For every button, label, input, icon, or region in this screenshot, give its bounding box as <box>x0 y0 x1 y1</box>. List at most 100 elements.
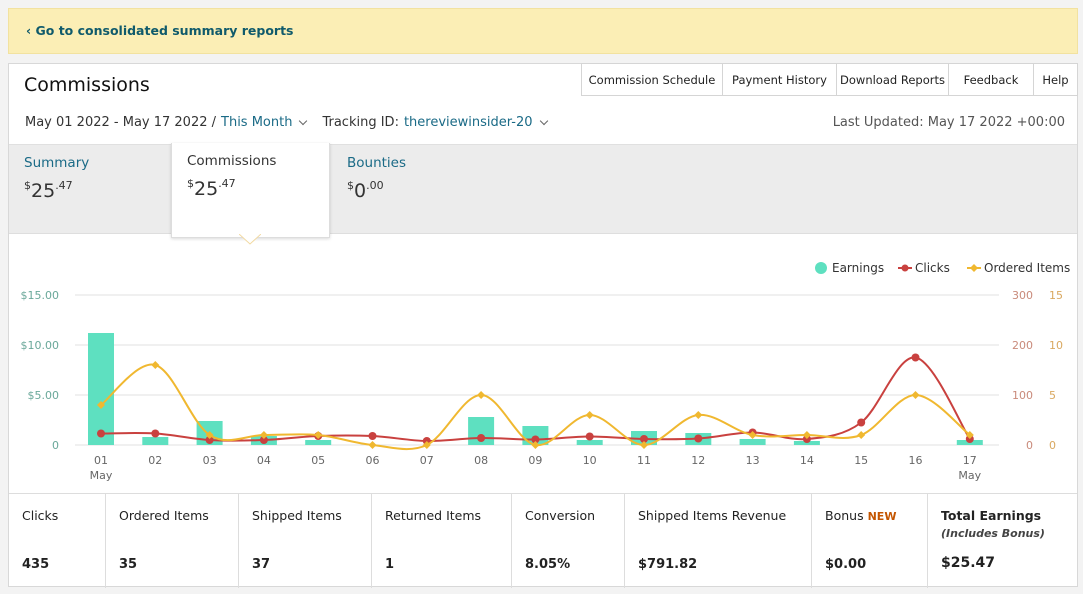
x-axis-tick: 11 <box>637 454 651 467</box>
stat-total-earnings: Total Earnings (Includes Bonus) $25.47 <box>928 494 1077 588</box>
clicks-point <box>531 435 540 444</box>
stat-returned-items-label: Returned Items <box>385 508 482 523</box>
x-axis-tick: 06 <box>366 454 380 467</box>
page-title: Commissions <box>24 74 150 96</box>
earnings-bar <box>305 440 332 445</box>
ordered-items-point <box>477 391 486 399</box>
x-axis-tick: 05 <box>311 454 325 467</box>
right-axis-clicks-tick: 100 <box>1012 389 1033 402</box>
x-axis-tick: 15 <box>854 454 868 467</box>
new-badge: NEW <box>867 510 897 523</box>
nav-help[interactable]: Help <box>1034 63 1078 96</box>
ordered-items-point <box>151 361 160 369</box>
nav-download-reports[interactable]: Download Reports <box>837 63 949 96</box>
stat-shipped-revenue-label: Shipped Items Revenue <box>638 508 787 523</box>
consolidated-reports-link[interactable]: ‹ Go to consolidated summary reports <box>26 23 294 38</box>
stat-returned-items-value: 1 <box>385 557 395 572</box>
x-axis-sublabel: May <box>90 469 113 482</box>
x-axis-tick: 07 <box>420 454 434 467</box>
legend-clicks-icon <box>901 264 909 272</box>
clicks-point <box>205 436 214 444</box>
x-axis-tick: 10 <box>583 454 597 467</box>
nav-payment-history[interactable]: Payment History <box>723 63 837 96</box>
stat-conversion: Conversion 8.05% <box>512 494 625 588</box>
ordered-items-point <box>694 411 703 419</box>
tab-summary-label: Summary <box>24 155 90 171</box>
chevron-down-icon[interactable] <box>539 116 548 126</box>
right-axis-items-tick: 15 <box>1049 289 1063 302</box>
tab-commissions-label: Commissions <box>187 153 277 169</box>
tab-commissions-amount: $25.47 <box>187 177 236 200</box>
stat-ordered-items-value: 35 <box>119 557 138 572</box>
active-tab-pointer <box>239 234 261 245</box>
left-axis-tick: $15.00 <box>21 289 60 302</box>
stat-bonus-label: Bonus NEW <box>825 508 897 523</box>
stat-bonus: Bonus NEW $0.00 <box>812 494 928 588</box>
clicks-point <box>477 434 486 442</box>
nav-feedback[interactable]: Feedback <box>949 63 1034 96</box>
legend-earnings-icon <box>815 262 827 274</box>
right-axis-clicks-tick: 300 <box>1012 289 1033 302</box>
clicks-line <box>100 356 971 443</box>
x-axis-tick: 03 <box>203 454 217 467</box>
stat-clicks-value: 435 <box>22 557 50 572</box>
stat-conversion-label: Conversion <box>525 508 596 523</box>
clicks-point <box>97 429 105 438</box>
top-nav: Commission Schedule Payment History Down… <box>581 63 1078 96</box>
stat-clicks: Clicks 435 <box>9 494 106 588</box>
tab-bounties[interactable]: Bounties $0.00 <box>332 145 492 235</box>
x-axis-tick: 01 <box>94 454 108 467</box>
stat-shipped-items: Shipped Items 37 <box>239 494 372 588</box>
ordered-items-point <box>368 441 377 449</box>
x-axis-tick: 04 <box>257 454 271 467</box>
date-range: May 01 2022 - May 17 2022 / <box>25 115 217 130</box>
right-axis-clicks-tick: 0 <box>1026 439 1033 452</box>
stat-shipped-revenue: Shipped Items Revenue $791.82 <box>625 494 812 588</box>
last-updated: Last Updated: May 17 2022 +00:00 <box>832 115 1065 130</box>
commissions-panel: Commissions Commission Schedule Payment … <box>8 63 1078 588</box>
ordered-items-point <box>531 441 540 449</box>
period-dropdown[interactable]: This Month <box>221 115 293 130</box>
stat-conversion-value: 8.05% <box>525 557 571 572</box>
tab-summary[interactable]: Summary $25.47 <box>9 145 171 235</box>
stat-clicks-label: Clicks <box>22 508 59 523</box>
earnings-bar <box>576 440 603 445</box>
tab-bounties-amount: $0.00 <box>347 179 384 202</box>
clicks-point <box>694 434 703 443</box>
ordered-items-point <box>205 431 214 439</box>
ordered-items-point <box>911 391 920 399</box>
nav-commission-schedule[interactable]: Commission Schedule <box>581 63 723 96</box>
ordered-items-point <box>857 431 866 439</box>
stats-row: Clicks 435 Ordered Items 35 Shipped Item… <box>9 493 1077 588</box>
ordered-items-point <box>640 441 648 449</box>
left-axis-tick: 0 <box>52 439 59 452</box>
clicks-point <box>640 435 648 443</box>
clicks-point <box>151 429 160 438</box>
summary-tabs: Summary $25.47 Commissions $25.47 Bounti… <box>9 143 1077 238</box>
left-axis-tick: $5.00 <box>28 389 60 402</box>
tracking-id-dropdown[interactable]: thereviewinsider-20 <box>403 115 533 130</box>
tab-commissions[interactable]: Commissions $25.47 <box>171 143 330 238</box>
stat-ordered-items-label: Ordered Items <box>119 508 209 523</box>
x-axis-tick: 08 <box>474 454 488 467</box>
clicks-point <box>259 436 268 444</box>
ordered-items-point <box>422 441 431 449</box>
earnings-chart: 0 0 0$5.00 100 5$10.00 200 10$15.00 300 1501May0… <box>21 261 1071 482</box>
stat-returned-items: Returned Items 1 <box>372 494 512 588</box>
ordered-items-point <box>585 411 594 419</box>
earnings-bar <box>88 333 114 445</box>
ordered-items-point <box>748 431 757 439</box>
legend-ordered-icon <box>970 264 978 272</box>
legend-label: Ordered Items <box>984 261 1070 275</box>
legend-label: Earnings <box>832 261 884 275</box>
chevron-down-icon[interactable] <box>299 116 308 126</box>
x-axis-tick: 16 <box>909 454 923 467</box>
stat-total-earnings-label: Total Earnings (Includes Bonus) <box>941 508 1045 540</box>
stat-ordered-items: Ordered Items 35 <box>106 494 239 588</box>
consolidated-banner: ‹ Go to consolidated summary reports <box>8 8 1078 54</box>
stat-bonus-value: $0.00 <box>825 557 867 572</box>
clicks-point <box>911 353 920 362</box>
x-axis-tick: 12 <box>691 454 705 467</box>
stat-shipped-items-value: 37 <box>252 557 271 572</box>
stat-shipped-revenue-value: $791.82 <box>638 557 698 572</box>
